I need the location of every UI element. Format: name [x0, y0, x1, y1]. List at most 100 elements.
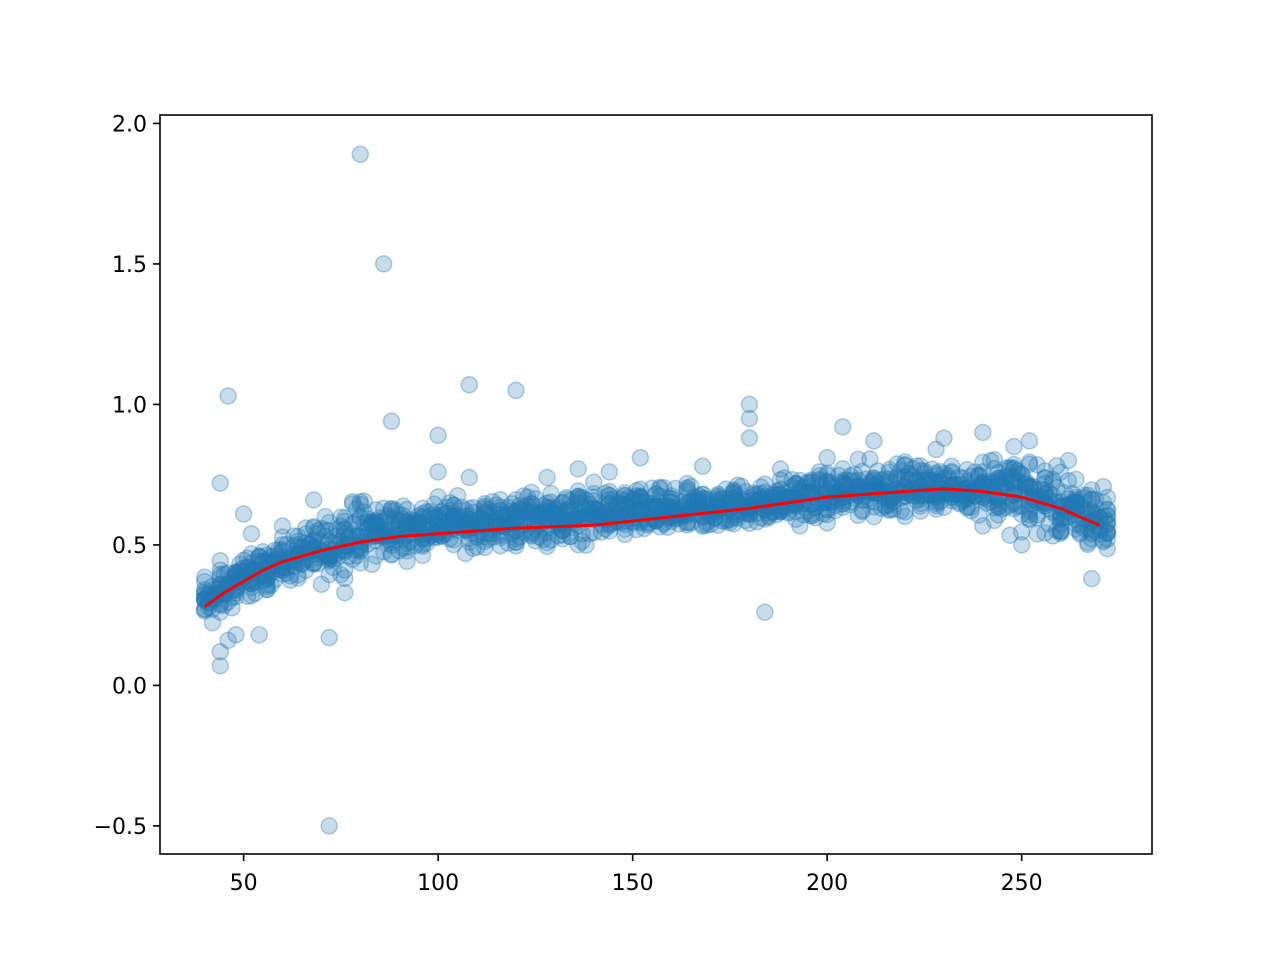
- scatter-point: [888, 467, 906, 485]
- scatter-point: [511, 496, 529, 515]
- scatter-point-outlier: [507, 381, 525, 400]
- scatter-point: [721, 513, 739, 532]
- scatter-point: [491, 498, 510, 516]
- scatter-point: [273, 517, 292, 535]
- scatter-point: [865, 472, 883, 491]
- scatter-point: [409, 513, 428, 531]
- scatter-point: [927, 492, 945, 510]
- scatter-point: [725, 481, 743, 499]
- scatter-point: [518, 496, 537, 515]
- scatter-point: [756, 510, 774, 528]
- scatter-point: [441, 501, 459, 520]
- scatter-point: [472, 508, 490, 527]
- scatter-point: [581, 504, 599, 523]
- scatter-point-outlier: [1012, 536, 1031, 554]
- scatter-point: [203, 577, 222, 596]
- scatter-point-outlier: [382, 412, 401, 431]
- scatter-point: [787, 480, 805, 498]
- scatter-point: [701, 515, 720, 534]
- scatter-point: [409, 514, 428, 533]
- scatter-point: [285, 527, 303, 545]
- scatter-point: [425, 505, 444, 523]
- scatter-point: [962, 467, 980, 485]
- scatter-point: [849, 483, 868, 502]
- scatter-point: [569, 482, 587, 500]
- scatter-point: [472, 510, 490, 528]
- x-tick-label: 100: [417, 871, 459, 896]
- scatter-point: [655, 497, 673, 516]
- scatter-point: [833, 476, 852, 494]
- scatter-point: [592, 509, 611, 527]
- scatter-point: [452, 508, 471, 526]
- scatter-point: [581, 495, 599, 514]
- scatter-point: [429, 507, 447, 526]
- scatter-point: [623, 490, 642, 508]
- scatter-point: [230, 561, 249, 580]
- scatter-point: [468, 538, 486, 556]
- scatter-point: [884, 493, 903, 511]
- scatter-point: [693, 489, 712, 507]
- scatter-point: [230, 555, 249, 573]
- scatter-point: [398, 500, 416, 519]
- scatter-point: [518, 503, 537, 522]
- scatter-point: [273, 565, 292, 583]
- scatter-point: [320, 550, 338, 569]
- scatter-point-outlier: [935, 429, 953, 447]
- scatter-point: [787, 475, 805, 493]
- scatter-point: [363, 555, 381, 574]
- scatter-point: [693, 492, 712, 510]
- scatter-point: [476, 527, 494, 546]
- scatter-point: [631, 500, 650, 518]
- scatter-point: [787, 475, 805, 493]
- scatter-point: [398, 513, 416, 532]
- scatter-point: [336, 509, 354, 527]
- scatter-point: [616, 486, 634, 505]
- scatter-point: [791, 517, 809, 535]
- scatter-point: [316, 521, 335, 539]
- scatter-point: [378, 509, 397, 527]
- scatter-point: [857, 470, 875, 489]
- scatter-point: [553, 515, 572, 533]
- scatter-point: [585, 499, 603, 517]
- scatter-point: [900, 465, 918, 483]
- scatter-point: [966, 463, 984, 481]
- scatter-point: [476, 497, 494, 515]
- scatter-point: [398, 513, 416, 531]
- scatter-point-outlier: [756, 603, 774, 622]
- scatter-point: [837, 476, 856, 494]
- scatter-point: [802, 506, 821, 525]
- scatter-point: [577, 491, 595, 509]
- scatter-point-outlier: [771, 460, 790, 478]
- scatter-point: [787, 502, 805, 521]
- scatter-point: [378, 506, 397, 525]
- scatter-point: [476, 511, 494, 530]
- scatter-point: [635, 496, 654, 514]
- scatter-point: [904, 459, 922, 478]
- scatter-point: [791, 471, 809, 490]
- scatter-point: [546, 500, 564, 519]
- scatter-point: [806, 508, 825, 527]
- scatter-point: [507, 490, 525, 509]
- scatter-point: [833, 472, 852, 490]
- scatter-point: [577, 506, 595, 525]
- scatter-point: [662, 493, 681, 511]
- scatter-point: [581, 500, 599, 519]
- y-tick-label: 2.0: [112, 112, 147, 137]
- scatter-point: [374, 543, 393, 561]
- scatter-point: [728, 476, 747, 495]
- scatter-point: [880, 501, 899, 520]
- scatter-point: [409, 514, 428, 532]
- scatter-point: [767, 485, 786, 504]
- scatter-point: [561, 499, 580, 518]
- scatter-point: [725, 514, 743, 533]
- scatter-point: [507, 533, 525, 551]
- scatter-point: [647, 497, 665, 515]
- scatter-point: [215, 596, 233, 614]
- scatter-point: [238, 558, 257, 576]
- scatter-point: [522, 502, 541, 521]
- scatter-point: [441, 529, 459, 548]
- scatter-point: [849, 483, 868, 502]
- scatter-point: [417, 503, 436, 521]
- scatter-point: [709, 488, 727, 506]
- scatter-point: [779, 504, 798, 522]
